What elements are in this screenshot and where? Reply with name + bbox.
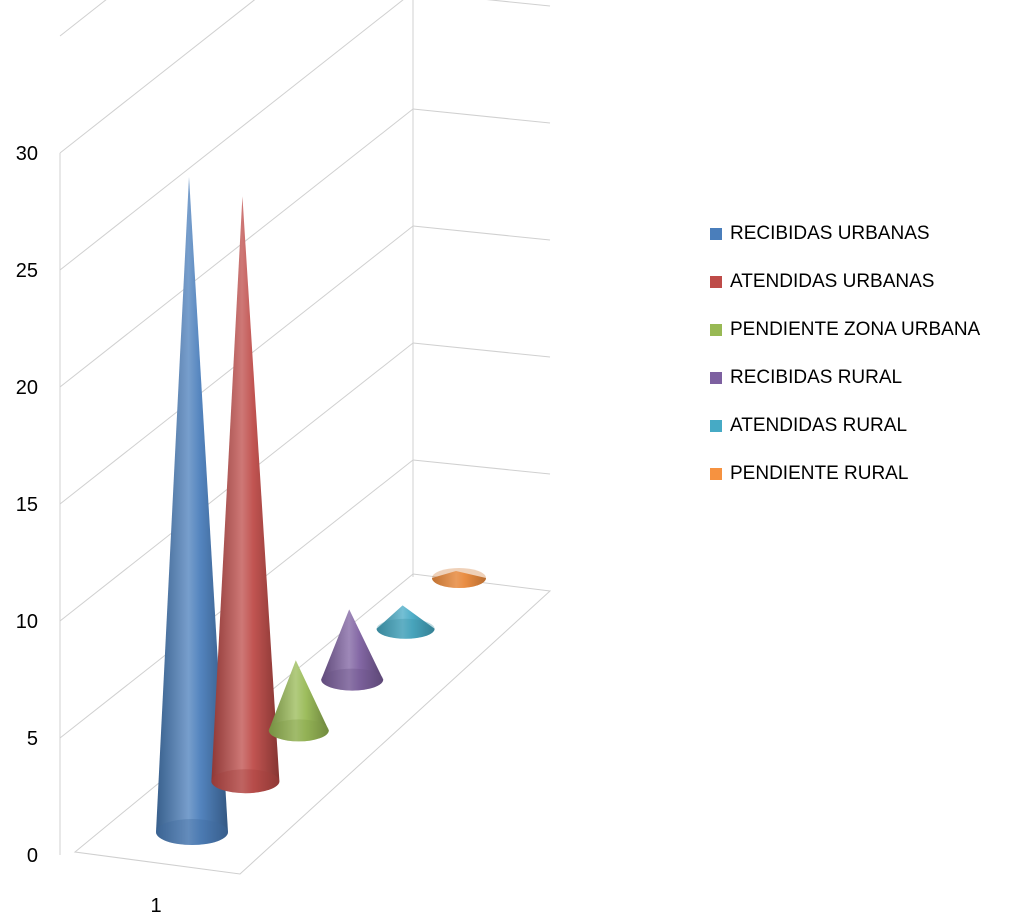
gridline-back [486, 0, 551, 7]
cone-series [156, 176, 486, 846]
cone-body [432, 570, 486, 588]
legend-swatch [710, 468, 722, 480]
cone-base [268, 719, 329, 742]
gridline-back [412, 459, 551, 475]
legend-label: PENDIENTE ZONA URBANA [730, 319, 981, 340]
legend: RECIBIDAS URBANAS ATENDIDAS URBANAS PENDIE… [710, 222, 980, 510]
legend-label: RECIBIDAS RURAL [730, 367, 903, 388]
legend-item: PENDIENTE RURAL [710, 462, 980, 486]
y-tick-label: 20 [16, 377, 38, 399]
x-tick-label: 1 [150, 895, 161, 917]
gridline-diagonal [59, 108, 414, 388]
cone-body [268, 660, 329, 742]
cone-base [211, 769, 280, 794]
y-axis-ticks: 0 5 10 15 20 25 30 [16, 143, 38, 867]
legend-swatch [710, 420, 722, 432]
cone-base [156, 819, 228, 845]
cone-base [432, 568, 486, 588]
legend-item: ATENDIDAS URBANAS [710, 270, 980, 294]
legend-swatch [710, 276, 722, 288]
y-tick-label: 5 [27, 728, 38, 750]
cone-body [156, 176, 228, 846]
legend-label: ATENDIDAS URBANAS [730, 271, 935, 292]
cone-base [376, 618, 435, 639]
legend-item: ATENDIDAS RURAL [710, 414, 980, 438]
gridline-diagonal [59, 0, 256, 154]
cone-pendiente-zona-urbana [268, 660, 329, 742]
cone-base [321, 668, 384, 691]
y-tick-label: 30 [16, 143, 38, 165]
chart-floor [73, 573, 552, 875]
floor-plane [73, 573, 552, 875]
gridline-diagonal [59, 0, 107, 37]
legend-swatch [710, 324, 722, 336]
y-tick-label: 0 [27, 845, 38, 867]
cone-body [376, 605, 435, 639]
cone-pendiente-rural [432, 568, 486, 588]
legend-item: PENDIENTE ZONA URBANA [710, 318, 980, 342]
y-tick-label: 10 [16, 611, 38, 633]
cone-body [211, 196, 280, 794]
gridline-diagonal [59, 0, 404, 271]
legend-label: ATENDIDAS RURAL [730, 415, 908, 436]
x-axis-ticks: 1 [150, 895, 161, 917]
legend-item: RECIBIDAS URBANAS [710, 222, 980, 246]
y-tick-label: 15 [16, 494, 38, 516]
legend-swatch [710, 372, 722, 384]
cone-body [321, 609, 384, 691]
cone-atendidas-urbanas [211, 196, 280, 794]
legend-label: PENDIENTE RURAL [730, 463, 909, 484]
legend-item: RECIBIDAS RURAL [710, 366, 980, 390]
y-tick-label: 25 [16, 260, 38, 282]
gridline-back [412, 108, 551, 124]
legend-swatch [710, 228, 722, 240]
gridline-back [412, 342, 551, 358]
cone-recibidas-urbanas [156, 176, 228, 846]
legend-label: RECIBIDAS URBANAS [730, 223, 930, 244]
cone-recibidas-rural [321, 609, 384, 691]
gridline-back [412, 225, 551, 241]
cone-atendidas-rural [376, 605, 435, 639]
